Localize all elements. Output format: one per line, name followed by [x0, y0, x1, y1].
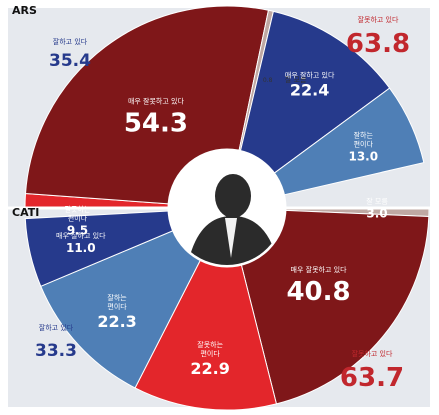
cati-slice-4-label-0: 매우 잘하고 있다 — [56, 231, 106, 240]
cati-slice-0-value: 3.0 — [366, 207, 387, 221]
cati-slice-3-label-0: 잘하는 — [107, 293, 127, 302]
cati-slice-1-value: 40.8 — [286, 277, 350, 307]
ars-slice-4-value: 13.0 — [348, 149, 378, 163]
cati-total-1-label: 잘못하고 있다 — [352, 349, 393, 358]
ars-slices — [24, 5, 425, 208]
photo-shirt — [225, 218, 237, 258]
cati-slice-0-label-0: 잘 모름 — [366, 198, 388, 206]
ars-slice-2-label-0: 잘 모름 — [285, 76, 307, 84]
ars-total-0-label: 잘하고 있다 — [53, 37, 88, 46]
cati-slice-2-label-1: 편이다 — [200, 349, 220, 358]
ars-slice-0-label-1: 편이다 — [68, 214, 88, 223]
ars-slice-4-label-1: 편이다 — [354, 139, 374, 148]
center-photo — [187, 174, 279, 265]
cati-total-0-value: 33.3 — [35, 341, 77, 361]
ars-slice-4-label-0: 잘하는 — [354, 130, 374, 139]
cati-slice-2-value: 22.9 — [190, 359, 229, 378]
cati-slice-3-label-1: 편이다 — [107, 302, 127, 311]
cati-slices — [24, 208, 430, 411]
ars-slice-3-label-0: 매우 잘하고 있다 — [285, 70, 335, 79]
cati-slice-2-label-0: 잘못하는 — [197, 340, 223, 349]
method-label-cati: CATI — [12, 206, 39, 219]
ars-total-1-label: 잘못하고 있다 — [358, 15, 399, 24]
ars-slice-0-value: 9.5 — [67, 224, 88, 238]
photo-head — [215, 174, 251, 218]
ars-slice-2-value: 0.8 — [263, 77, 273, 84]
ars-slice-3-value: 22.4 — [290, 80, 329, 99]
ars-slice-1-label-0: 매우 잘못하고 있다 — [128, 96, 185, 105]
ars-total-1-value: 63.8 — [346, 29, 410, 59]
ars-slice-1-value: 54.3 — [124, 108, 188, 138]
cati-slice-3-value: 22.3 — [97, 312, 136, 331]
ars-total-0-value: 35.4 — [49, 51, 91, 71]
cati-total-0-label: 잘하고 있다 — [39, 323, 74, 332]
cati-total-1-value: 63.7 — [340, 363, 404, 393]
cati-slice-4-value: 11.0 — [66, 241, 96, 255]
cati-slice-1-label-0: 매우 잘못하고 있다 — [291, 265, 348, 274]
method-label-ars: ARS — [12, 4, 37, 17]
ars-slice-0-label-0: 잘못하는 — [65, 205, 91, 214]
